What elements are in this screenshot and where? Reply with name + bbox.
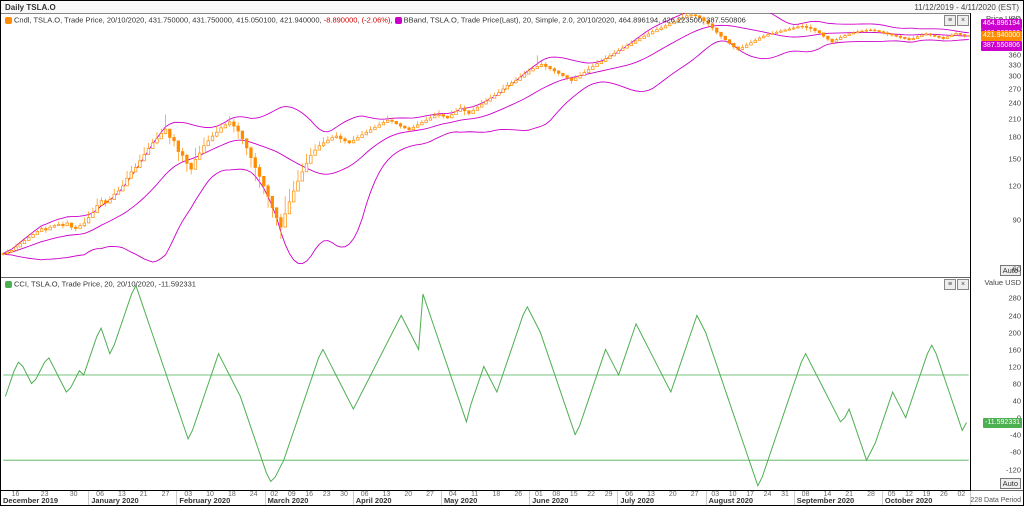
auto-button[interactable]: Auto xyxy=(1000,478,1021,489)
date-range: 11/12/2019 - 4/11/2020 (EST) xyxy=(914,3,1019,12)
time-axis: December 2019162330January 202006132127F… xyxy=(1,490,971,505)
cci-plot[interactable] xyxy=(1,277,971,490)
cci-legend: CCI, TSLA.O, Trade Price, 20, 20/10/2020… xyxy=(5,279,196,289)
price-plot[interactable] xyxy=(1,13,971,277)
pane-controls[interactable]: ≡× xyxy=(944,279,969,290)
price-pane: Cndl, TSLA.O, Trade Price, 20/10/2020, 4… xyxy=(1,13,1023,278)
price-legend: Cndl, TSLA.O, Trade Price, 20/10/2020, 4… xyxy=(5,15,746,25)
footer-text: 228 Data Period xyxy=(970,497,1021,504)
price-yaxis: Price USD Auto 4804504203903603303002702… xyxy=(970,13,1023,277)
cci-yaxis: Value USD Auto 28024020016012080400-40-8… xyxy=(970,277,1023,490)
pane-controls[interactable]: ≡× xyxy=(944,15,969,26)
chart-title: Daily TSLA.O xyxy=(5,3,56,12)
cci-pane: CCI, TSLA.O, Trade Price, 20, 20/10/2020… xyxy=(1,277,1023,491)
